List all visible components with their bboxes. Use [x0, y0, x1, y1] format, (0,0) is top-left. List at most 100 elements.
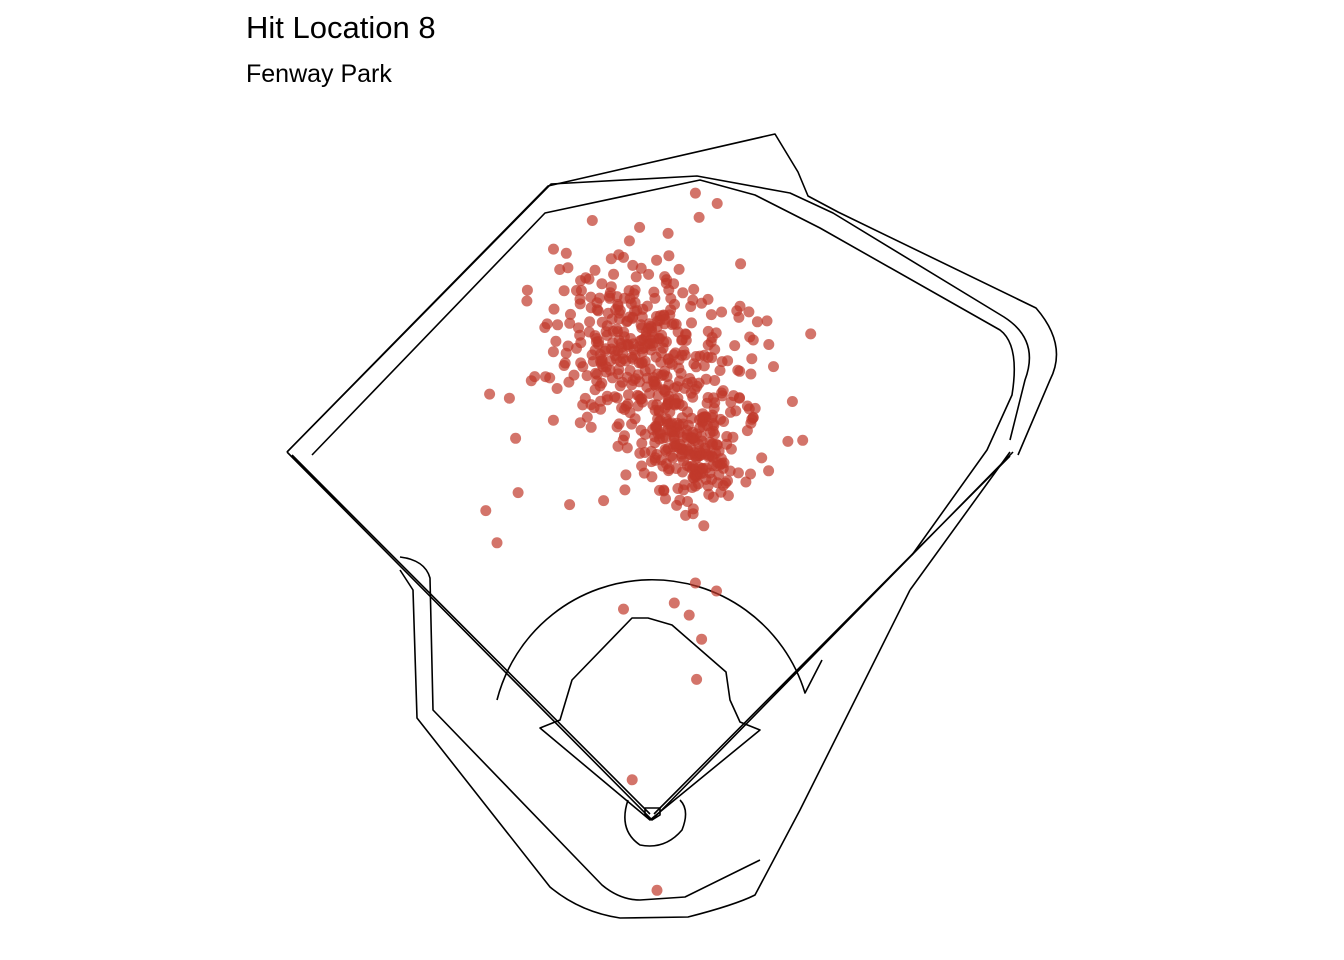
hit-point: [644, 388, 656, 399]
outfield-wall-upper: [286, 133, 1058, 456]
hit-point: [690, 361, 702, 373]
hit-point: [651, 884, 663, 896]
hit-point: [636, 437, 648, 449]
hit-point: [763, 339, 775, 350]
hit-point: [616, 376, 628, 388]
hit-point: [654, 426, 666, 438]
hit-point: [675, 367, 687, 379]
hit-point: [521, 295, 533, 307]
chart-title: Hit Location 8: [246, 10, 436, 45]
hit-point: [619, 484, 631, 496]
hit-point: [671, 499, 683, 511]
left-foul-territory: [399, 556, 761, 901]
hit-point: [698, 411, 710, 423]
hit-point: [651, 379, 663, 391]
hit-point: [729, 340, 741, 352]
hit-point: [691, 673, 703, 685]
hit-point: [722, 355, 734, 367]
hit-point: [626, 774, 638, 786]
hit-point: [721, 431, 733, 442]
hit-point: [605, 253, 617, 265]
hit-point: [645, 334, 656, 346]
hit-point: [707, 418, 719, 429]
hit-point: [677, 287, 689, 299]
hit-point: [768, 361, 779, 373]
right-foul-territory: [909, 451, 1011, 591]
hit-point: [746, 353, 758, 365]
home-plate: [644, 807, 661, 821]
hit-point: [643, 268, 655, 280]
hit-point: [529, 371, 541, 383]
hit-point: [616, 402, 628, 414]
hit-point: [612, 440, 624, 452]
hit-point: [580, 272, 592, 284]
hit-point: [659, 271, 671, 283]
hit-point: [711, 198, 723, 209]
hit-point: [619, 292, 631, 304]
hit-point: [690, 351, 702, 362]
hit-point: [702, 480, 714, 492]
hit-point: [560, 247, 572, 259]
hit-point: [692, 478, 704, 490]
hit-point: [707, 451, 719, 463]
hit-point: [763, 465, 775, 477]
hit-point: [574, 293, 586, 305]
hit-point: [711, 585, 722, 597]
hit-point: [629, 284, 641, 296]
hit-point: [709, 375, 721, 386]
hit-point: [636, 357, 647, 369]
hit-point: [697, 420, 709, 432]
hit-point: [547, 346, 559, 358]
chart-subtitle: Fenway Park: [246, 60, 392, 88]
hit-point: [558, 360, 570, 371]
hit-point: [633, 390, 645, 402]
hit-point: [626, 418, 638, 430]
hit-point: [667, 452, 679, 464]
hit-point: [734, 300, 746, 312]
hit-point: [491, 537, 503, 549]
hit-point: [702, 293, 714, 305]
hit-point: [596, 353, 608, 365]
hit-point: [565, 308, 576, 320]
hit-point: [613, 313, 625, 325]
hit-point: [693, 211, 705, 223]
hit-point: [634, 447, 646, 459]
hit-point: [562, 340, 574, 352]
hit-point: [596, 316, 608, 328]
hit-point: [581, 411, 593, 423]
hit-point: [639, 428, 651, 440]
hit-point: [648, 286, 660, 298]
hit-point: [687, 294, 699, 306]
hit-point: [623, 389, 634, 401]
hit-point: [577, 361, 589, 373]
hit-point: [682, 496, 693, 507]
hit-point: [663, 353, 675, 365]
hit-point: [593, 336, 605, 347]
hit-point: [660, 445, 672, 457]
hit-point: [552, 319, 564, 331]
hit-point: [626, 379, 638, 391]
hit-point: [695, 430, 707, 442]
hit-point: [591, 304, 603, 316]
hit-point: [608, 268, 620, 280]
hit-point: [668, 597, 680, 609]
hit-point: [681, 443, 693, 455]
outfield-wall-outer: [286, 175, 1031, 453]
hit-point: [714, 365, 726, 376]
hit-point: [705, 309, 717, 321]
infield-dirt: [539, 617, 761, 821]
hit-point: [744, 331, 756, 343]
hit-point: [686, 317, 697, 329]
hit-point: [683, 609, 695, 621]
hit-point: [668, 278, 680, 290]
hit-point: [617, 353, 629, 365]
hit-point: [663, 250, 675, 262]
hit-point: [735, 258, 747, 270]
hit-point: [680, 334, 692, 346]
hit-point: [547, 414, 559, 426]
hit-point: [627, 259, 639, 271]
hit-point: [761, 315, 773, 327]
hit-point: [740, 476, 752, 488]
hit-point: [605, 281, 617, 293]
